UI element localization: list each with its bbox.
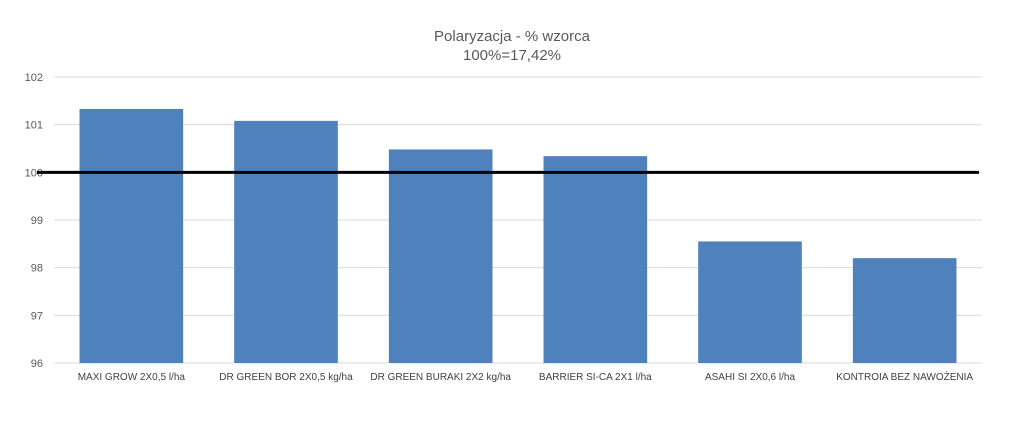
bar bbox=[388, 149, 493, 363]
x-category-label: ASAHI SI 2X0,6 l/ha bbox=[705, 372, 795, 383]
x-category-label: BARRIER SI-CA 2X1 l/ha bbox=[539, 372, 652, 383]
bar bbox=[698, 241, 802, 363]
y-axis-ticks: 96 97 98 99 100 101 102 bbox=[25, 72, 43, 370]
x-category-label: DR GREEN BURAKI 2X2 kg/ha bbox=[370, 372, 511, 383]
y-tick-label: 99 bbox=[31, 215, 43, 227]
y-tick-label: 101 bbox=[25, 120, 43, 132]
bar bbox=[852, 258, 957, 363]
chart-title: Polaryzacja - % wzorca bbox=[434, 28, 591, 45]
bar bbox=[543, 156, 648, 363]
y-tick-label: 96 bbox=[31, 358, 43, 370]
gridlines bbox=[54, 76, 982, 364]
bar bbox=[79, 108, 184, 363]
x-category-label: MAXI GROW 2X0,5 l/ha bbox=[78, 372, 186, 383]
y-tick-label: 98 bbox=[31, 263, 43, 275]
chart-subtitle: 100%=17,42% bbox=[463, 47, 561, 64]
x-category-label: KONTROIA BEZ NAWOŻENIA bbox=[836, 370, 973, 383]
y-tick-label: 97 bbox=[31, 310, 43, 322]
x-axis-labels: MAXI GROW 2X0,5 l/ha DR GREEN BOR 2X0,5 k… bbox=[78, 370, 974, 383]
y-tick-label: 100 bbox=[25, 167, 43, 179]
x-category-label: DR GREEN BOR 2X0,5 kg/ha bbox=[219, 372, 353, 383]
bar bbox=[234, 120, 338, 363]
bars bbox=[79, 108, 957, 363]
y-tick-label: 102 bbox=[25, 72, 43, 84]
